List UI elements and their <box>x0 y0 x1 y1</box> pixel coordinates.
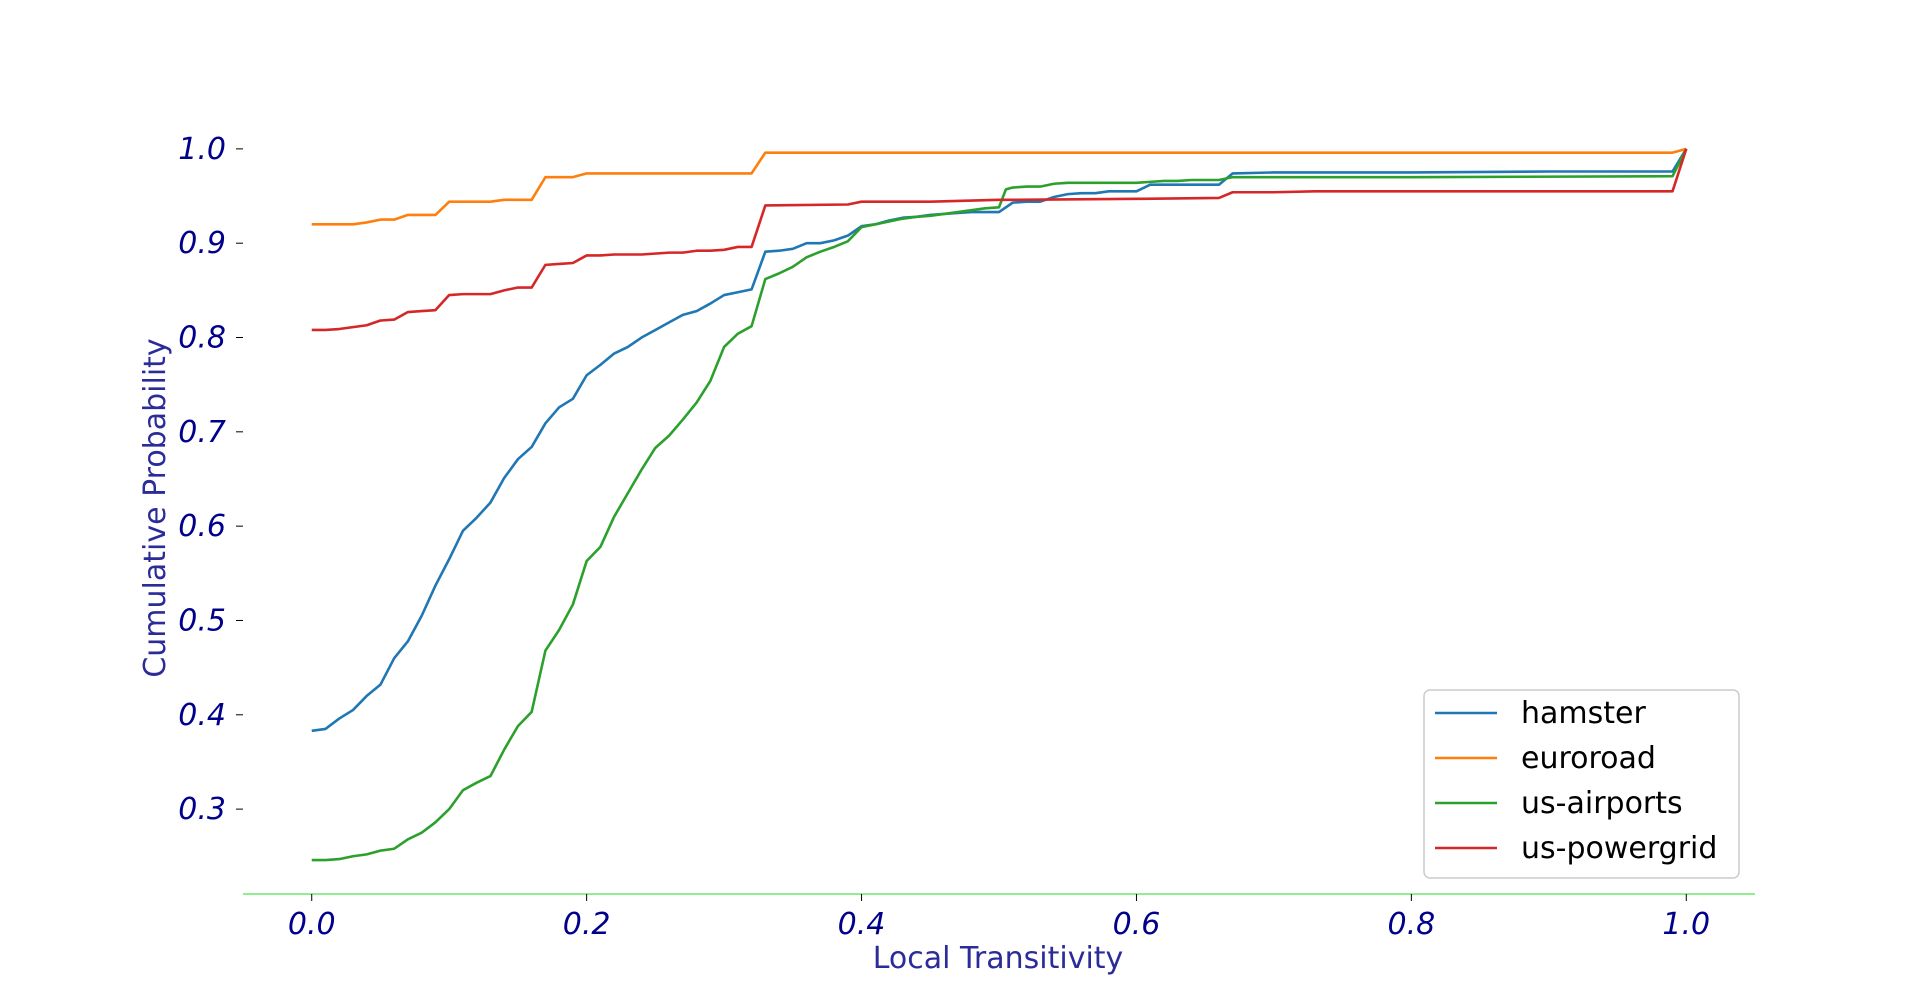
series-line-euroroad <box>311 147 1687 226</box>
x-axis-label: Local Transitivity <box>873 941 1124 976</box>
y-axis-label: Cumulative Probability <box>138 338 173 677</box>
x-tick-label: 0.4 <box>838 907 886 942</box>
y-tick-label: 0.3 <box>178 792 226 827</box>
x-tick-label: 0.8 <box>1388 907 1436 942</box>
y-tick-label: 0.5 <box>178 603 226 638</box>
legend-label: us-airports <box>1521 786 1683 821</box>
series-line-hamster <box>311 148 1688 733</box>
x-tick-label: 0.0 <box>288 907 336 942</box>
y-tick-label: 0.4 <box>178 698 226 733</box>
legend-box <box>1423 689 1740 879</box>
y-tick-label: 0.7 <box>178 415 226 450</box>
y-axis-ticks: 0.3 0.4 0.5 0.6 0.7 0.8 0.9 1.0 <box>178 132 243 827</box>
legend-label: euroroad <box>1521 741 1656 776</box>
legend-label: us-powergrid <box>1521 831 1717 866</box>
y-tick-label: 0.6 <box>178 509 226 544</box>
series-lines <box>311 147 1688 862</box>
x-axis-ticks: 0.0 0.2 0.4 0.6 0.8 1.0 <box>288 894 1710 942</box>
x-tick-label: 1.0 <box>1662 907 1710 942</box>
series-line-us-powergrid <box>311 148 1688 332</box>
legend: hamster euroroad us-airports us-powergrid <box>1423 689 1740 879</box>
y-tick-label: 0.8 <box>178 321 226 356</box>
y-tick-label: 1.0 <box>178 132 226 167</box>
x-tick-label: 0.6 <box>1113 907 1161 942</box>
series-line-us-airports <box>311 148 1688 862</box>
x-tick-label: 0.2 <box>563 907 611 942</box>
legend-label: hamster <box>1521 696 1646 731</box>
y-tick-label: 0.9 <box>178 226 226 261</box>
